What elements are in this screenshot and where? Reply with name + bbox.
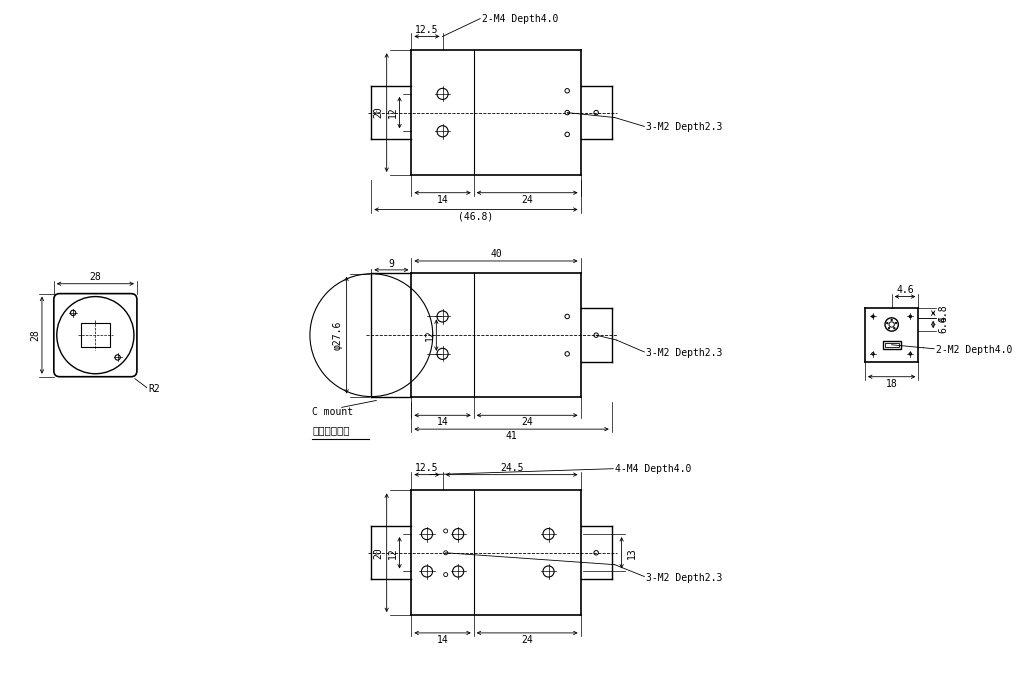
Text: 24: 24 [521, 195, 533, 204]
Circle shape [888, 328, 890, 329]
Text: 12: 12 [424, 329, 435, 341]
Text: 20: 20 [374, 547, 384, 559]
Text: 4.8: 4.8 [938, 304, 948, 322]
Circle shape [887, 322, 888, 324]
Text: 12.5: 12.5 [415, 463, 439, 473]
Text: 14: 14 [437, 195, 448, 204]
Text: 24: 24 [521, 417, 533, 427]
Text: 2-M2 Depth4.0: 2-M2 Depth4.0 [936, 344, 1012, 355]
Text: 24.5: 24.5 [500, 463, 523, 473]
Text: 4.6: 4.6 [896, 285, 914, 295]
Text: 3-M2 Depth2.3: 3-M2 Depth2.3 [647, 348, 723, 358]
Text: 対面同一形状: 対面同一形状 [312, 425, 349, 435]
Text: (46.8): (46.8) [458, 211, 493, 221]
Text: 20: 20 [374, 106, 384, 118]
Text: 24: 24 [521, 635, 533, 645]
Text: 3-M2 Depth2.3: 3-M2 Depth2.3 [647, 122, 723, 132]
Circle shape [895, 322, 897, 324]
Bar [80, 323, 110, 347]
Text: 28: 28 [30, 329, 40, 341]
Bar [883, 341, 900, 349]
Text: 12: 12 [387, 547, 398, 559]
Text: 12.5: 12.5 [415, 25, 439, 34]
Text: 4-M4 Depth4.0: 4-M4 Depth4.0 [615, 463, 691, 474]
Text: 6.6: 6.6 [938, 316, 948, 333]
Text: 14: 14 [437, 635, 448, 645]
Text: φ27.6: φ27.6 [333, 321, 343, 350]
Text: 18: 18 [886, 379, 897, 389]
Text: 28: 28 [90, 272, 101, 282]
Text: 41: 41 [506, 431, 517, 441]
Text: R2: R2 [148, 384, 161, 393]
Text: 3-M2 Depth2.3: 3-M2 Depth2.3 [647, 573, 723, 582]
Circle shape [894, 328, 895, 329]
Text: 40: 40 [490, 249, 502, 259]
Text: C mount: C mount [312, 407, 353, 417]
Text: 2-M4 Depth4.0: 2-M4 Depth4.0 [482, 13, 558, 24]
Text: 12: 12 [387, 106, 398, 118]
Bar [885, 343, 898, 346]
Text: 14: 14 [437, 417, 448, 427]
Text: 9: 9 [388, 259, 394, 269]
Circle shape [891, 319, 892, 321]
Text: 13: 13 [626, 547, 637, 559]
